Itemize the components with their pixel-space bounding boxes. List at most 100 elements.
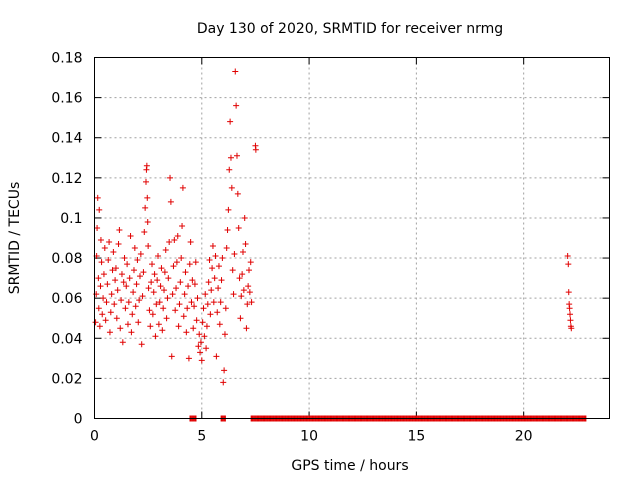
data-point: [124, 321, 131, 328]
data-point: [130, 267, 137, 274]
data-point: [135, 319, 142, 326]
data-point: [113, 315, 120, 322]
data-point: [132, 303, 139, 310]
data-point: [148, 279, 155, 286]
data-point: [183, 329, 190, 336]
data-point: [116, 226, 123, 233]
data-point: [103, 299, 110, 306]
data-point: [189, 277, 196, 284]
data-point: [239, 249, 246, 256]
data-point: [244, 301, 251, 308]
data-point: [118, 271, 125, 278]
data-point: [209, 265, 216, 272]
data-point: [246, 267, 252, 274]
data-point: [136, 297, 143, 304]
data-point: [176, 301, 183, 308]
data-point: [225, 206, 232, 213]
y-tick-label: 0.14: [51, 131, 82, 147]
data-point: [190, 325, 197, 332]
data-point: [100, 295, 107, 302]
data-point: [125, 299, 132, 306]
data-point: [121, 255, 128, 262]
data-point: [127, 232, 134, 239]
data-point: [95, 305, 102, 312]
data-point: [207, 311, 214, 318]
data-point: [136, 273, 143, 280]
data-point: [234, 190, 241, 197]
y-axis-title: SRMTID / TECUs: [7, 182, 23, 295]
data-point: [97, 283, 104, 290]
data-point: [153, 301, 160, 308]
data-point: [134, 257, 141, 264]
data-point: [241, 214, 248, 221]
data-point: [161, 269, 168, 276]
data-point: [137, 251, 144, 258]
data-point: [106, 329, 113, 336]
data-point: [94, 194, 101, 201]
data-point: [200, 305, 207, 312]
data-point: [217, 299, 224, 306]
data-point: [214, 309, 221, 316]
data-point: [123, 283, 130, 290]
data-point: [109, 267, 116, 274]
data-point: [213, 353, 220, 360]
data-point: [211, 275, 218, 282]
data-point: [184, 305, 191, 312]
axis-ticks: [94, 57, 610, 419]
data-point: [150, 289, 157, 296]
data-point: [146, 307, 153, 314]
y-tick-label: 0.12: [51, 171, 82, 187]
data-point: [568, 325, 575, 332]
data-point: [182, 269, 189, 276]
data-point: [204, 301, 211, 308]
data-point: [117, 325, 124, 332]
data-point: [120, 279, 127, 286]
data-point: [180, 313, 187, 320]
data-point: [218, 277, 225, 284]
y-tick-label: 0.18: [51, 51, 82, 67]
data-point: [248, 299, 255, 306]
data-point: [157, 283, 164, 290]
data-point: [228, 184, 235, 191]
data-point: [166, 239, 173, 246]
data-point: [95, 275, 102, 282]
data-point: [140, 269, 147, 276]
data-point: [115, 241, 122, 248]
data-point: [227, 118, 234, 125]
data-point: [221, 367, 228, 374]
data-point: [565, 289, 572, 296]
x-tick-label: 0: [90, 429, 99, 445]
x-tick-label: 20: [515, 429, 533, 445]
data-point: [107, 309, 114, 316]
data-point: [130, 289, 137, 296]
data-point: [181, 291, 188, 298]
data-point: [155, 253, 162, 260]
data-point: [185, 283, 192, 290]
data-point: [124, 261, 131, 268]
data-point: [110, 249, 117, 256]
data-point: [144, 218, 151, 225]
data-point: [141, 228, 148, 235]
data-point: [179, 184, 186, 191]
data-point: [185, 355, 192, 362]
x-axis-title: GPS time / hours: [291, 458, 408, 474]
data-point: [128, 329, 135, 336]
x-tick-label: 5: [197, 429, 206, 445]
data-point: [94, 224, 101, 231]
data-point: [111, 301, 118, 308]
data-point: [193, 317, 200, 324]
data-point: [168, 353, 175, 360]
data-point: [177, 279, 184, 286]
data-point: [565, 261, 572, 268]
plot-frame: [94, 57, 610, 419]
data-point: [239, 271, 246, 278]
data-point: [174, 232, 181, 239]
data-point: [564, 253, 571, 260]
data-point: [231, 251, 238, 258]
x-tick-label: 10: [300, 429, 318, 445]
data-point: [142, 204, 149, 211]
data-point: [187, 239, 194, 246]
data-point: [220, 379, 227, 386]
data-point: [243, 325, 250, 332]
